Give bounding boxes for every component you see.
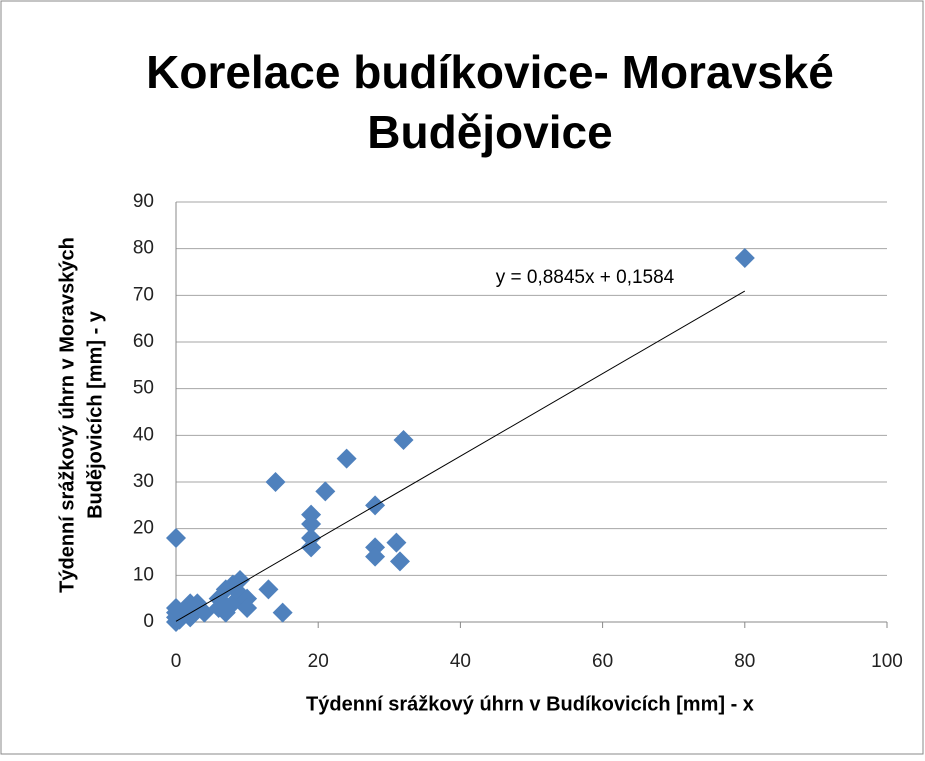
- y-tick-label: 20: [133, 518, 154, 539]
- point: [734, 248, 755, 268]
- y-axis-label: Týdenní srážkový úhrn v Moravských: [56, 237, 78, 593]
- y-tick-label: 10: [133, 564, 154, 585]
- point: [301, 504, 322, 525]
- point: [336, 448, 357, 469]
- x-tick-label: 20: [308, 651, 329, 672]
- point: [229, 570, 250, 590]
- y-tick-label: 0: [143, 611, 154, 632]
- trendline: [175, 290, 746, 622]
- trendline-label: y = 0,8845x + 0,1584: [496, 267, 675, 288]
- y-tick-label: 30: [133, 471, 154, 492]
- x-tick-label: 80: [734, 651, 755, 672]
- point: [386, 532, 407, 553]
- y-tick-label: 70: [133, 284, 154, 305]
- point: [301, 537, 322, 558]
- y-tick-label: 80: [133, 238, 154, 259]
- point: [315, 481, 336, 502]
- y-tick-label: 90: [133, 191, 154, 212]
- point: [393, 430, 414, 450]
- point: [265, 472, 286, 492]
- point: [389, 551, 410, 572]
- x-tick-label: 60: [592, 651, 613, 672]
- point: [365, 546, 386, 567]
- point: [180, 607, 201, 628]
- y-axis-label: Budějovicích [mm] - y: [84, 310, 106, 519]
- x-tick-label: 0: [171, 651, 182, 672]
- point: [258, 579, 279, 600]
- chart-title: Budějovice: [367, 106, 612, 158]
- y-tick-label: 60: [133, 331, 154, 352]
- chart-title: Korelace budíkovice- Moravské: [146, 46, 834, 98]
- x-axis-label: Týdenní srážkový úhrn v Budíkovicích [mm…: [306, 693, 754, 715]
- y-tick-label: 50: [133, 378, 154, 399]
- point: [237, 598, 258, 618]
- y-tick-label: 40: [133, 424, 154, 445]
- x-tick-label: 100: [871, 651, 903, 672]
- point: [272, 602, 293, 623]
- x-tick-label: 40: [450, 651, 471, 672]
- point: [166, 528, 186, 548]
